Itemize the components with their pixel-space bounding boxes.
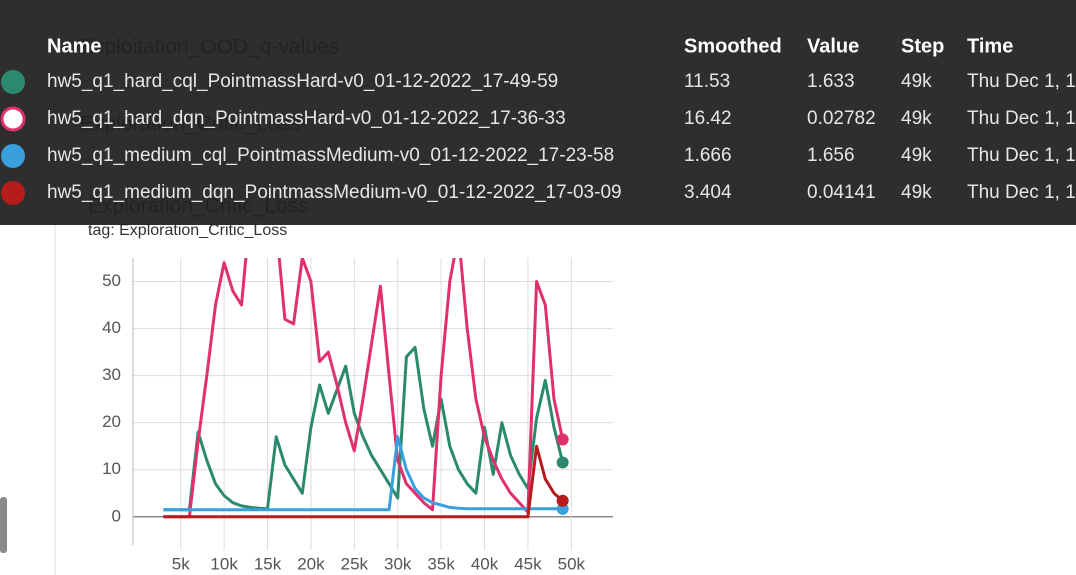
series-name: hw5_q1_hard_dqn_PointmassHard-v0_01-12-2…	[47, 108, 566, 129]
series-name: hw5_q1_medium_cql_PointmassMedium-v0_01-…	[47, 145, 614, 166]
x-tick-label: 35k	[427, 554, 455, 573]
x-tick-label: 25k	[341, 554, 369, 573]
cell-value: 1.633	[807, 71, 855, 92]
cell-time: Thu Dec 1, 1	[967, 71, 1076, 92]
y-tick-label: 20	[102, 412, 121, 431]
cell-value: 0.04141	[807, 182, 876, 203]
series-end-dot	[556, 494, 569, 507]
column-header: Name	[47, 35, 101, 57]
series-line	[163, 258, 565, 519]
series-name: hw5_q1_medium_dqn_PointmassMedium-v0_01-…	[47, 182, 622, 203]
cell-time: Thu Dec 1, 1	[967, 145, 1076, 166]
cell-smoothed: 3.404	[684, 182, 732, 203]
column-header: Value	[807, 35, 859, 57]
cell-step: 49k	[901, 71, 932, 92]
column-header: Smoothed	[684, 35, 782, 57]
x-tick-label: 5k	[172, 554, 190, 573]
x-tick-label: 10k	[210, 554, 238, 573]
cell-smoothed: 1.666	[684, 145, 732, 166]
scrollbar[interactable]	[0, 497, 7, 553]
x-tick-label: 50k	[558, 554, 586, 573]
x-tick-label: 30k	[384, 554, 412, 573]
cell-value: 1.656	[807, 145, 855, 166]
cell-time: Thu Dec 1, 1	[967, 108, 1076, 129]
y-tick-label: 10	[102, 459, 121, 478]
series-end-dot	[556, 456, 569, 469]
cell-smoothed: 11.53	[684, 71, 730, 92]
cell-smoothed: 16.42	[684, 108, 732, 129]
tooltip: Name Smoothed Value Step Time hw5_q1_hard_cql…	[0, 0, 1076, 225]
series-line	[163, 345, 565, 512]
y-tick-label: 40	[102, 318, 121, 337]
cell-value: 0.02782	[807, 108, 876, 129]
x-tick-label: 45k	[514, 554, 542, 573]
series-swatch	[1, 70, 25, 94]
chart: 0 10 20 30 40 50 5k 10k 15k 20k 25k 30k 35k 40k 45k 50k	[102, 258, 613, 573]
tooltip-background	[0, 0, 1076, 225]
cell-step: 49k	[901, 108, 932, 129]
series-swatch	[0, 106, 26, 132]
y-tick-label: 50	[102, 271, 121, 290]
series-end-dot	[556, 433, 569, 446]
series-line	[163, 444, 564, 519]
series-line	[163, 435, 563, 512]
column-header: Time	[967, 35, 1013, 57]
cell-time: Thu Dec 1, 1	[967, 182, 1076, 203]
series-swatch	[1, 144, 25, 168]
tag-label: tag: Exploration_Critic_Loss	[88, 222, 287, 239]
y-tick-label: 0	[112, 506, 121, 525]
x-tick-label: 20k	[297, 554, 325, 573]
y-tick-label: 30	[102, 365, 121, 384]
series-swatch	[1, 181, 25, 205]
x-tick-label: 40k	[471, 554, 499, 573]
series-name: hw5_q1_hard_cql_PointmassHard-v0_01-12-2…	[47, 71, 558, 92]
column-header: Step	[901, 35, 944, 57]
cell-step: 49k	[901, 182, 932, 203]
x-tick-label: 15k	[254, 554, 282, 573]
cell-step: 49k	[901, 145, 932, 166]
